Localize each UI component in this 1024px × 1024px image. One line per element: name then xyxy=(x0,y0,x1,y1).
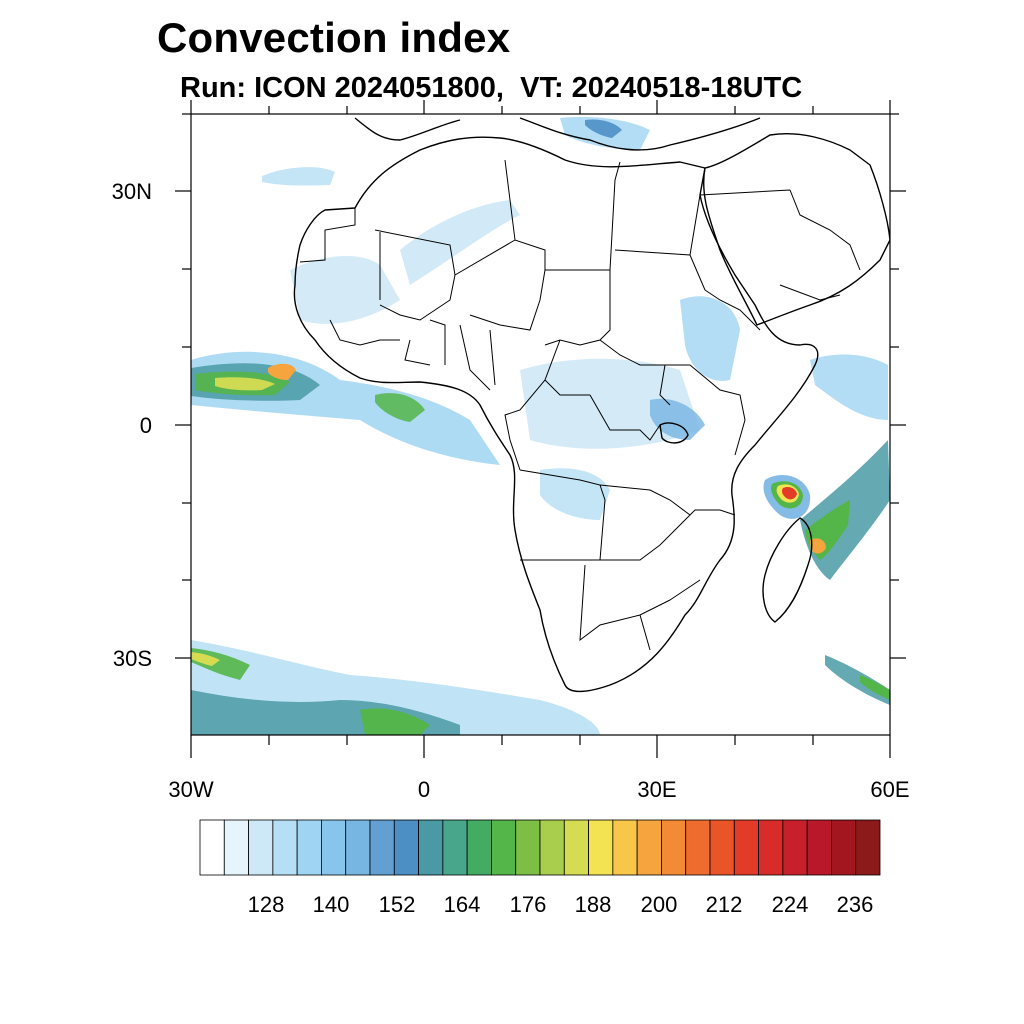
country-borders xyxy=(299,159,861,651)
lon-label-60e: 60E xyxy=(870,777,909,802)
lon-label-30w: 30W xyxy=(168,777,213,802)
field-congo xyxy=(540,468,610,520)
colorbar xyxy=(199,819,881,876)
colorbar-swatch xyxy=(831,819,857,876)
colorbar-label: 176 xyxy=(510,892,547,917)
colorbar-swatch xyxy=(442,819,468,876)
field-guinea-orange xyxy=(268,363,296,380)
colorbar-label: 200 xyxy=(641,892,678,917)
field-cyclone-red xyxy=(781,486,797,500)
lake-victoria xyxy=(659,422,689,444)
coastlines xyxy=(293,117,890,693)
colorbar-swatch xyxy=(733,819,759,876)
colorbar-label: 128 xyxy=(248,892,285,917)
colorbar-labels: 128 140 152 164 176 188 200 212 224 236 xyxy=(248,892,874,917)
colorbar-swatch xyxy=(393,819,419,876)
colorbar-swatch xyxy=(563,819,589,876)
colorbar-label: 140 xyxy=(313,892,350,917)
page-subtitle: Run: ICON 2024051800, VT: 20240518-18UTC xyxy=(180,72,803,104)
field-east-indian xyxy=(810,354,888,420)
convection-field xyxy=(191,116,890,735)
colorbar-swatch xyxy=(539,819,565,876)
colorbar-swatch xyxy=(612,819,638,876)
colorbar-swatch xyxy=(515,819,541,876)
colorbar-swatch xyxy=(855,819,881,876)
field-cyclone-tail-orange xyxy=(810,538,826,554)
field-south-indian xyxy=(825,655,890,705)
field-west-africa xyxy=(290,255,400,324)
field-south-atlantic-green xyxy=(360,708,430,735)
colorbar-label: 236 xyxy=(837,892,874,917)
colorbar-swatch xyxy=(709,819,735,876)
field-guinea-yellow xyxy=(215,377,275,391)
field-med-dark xyxy=(585,119,622,138)
field-south-indian-green xyxy=(860,675,890,700)
lon-label-30e: 30E xyxy=(637,777,676,802)
colorbar-swatch xyxy=(466,819,492,876)
colorbar-swatch xyxy=(223,819,249,876)
colorbar-swatch xyxy=(345,819,371,876)
colorbar-swatch xyxy=(418,819,444,876)
lat-label-0: 0 xyxy=(140,413,152,438)
colorbar-swatch xyxy=(588,819,614,876)
field-great-lakes xyxy=(650,398,705,440)
field-sahara-band xyxy=(400,200,520,285)
field-central-africa xyxy=(520,358,700,449)
colorbar-swatch xyxy=(491,819,517,876)
europe-coastline xyxy=(354,117,761,151)
page-title: Convection index xyxy=(157,14,511,61)
colorbar-swatch xyxy=(636,819,662,876)
colorbar-swatch xyxy=(758,819,784,876)
colorbar-swatch xyxy=(248,819,274,876)
colorbar-label: 152 xyxy=(379,892,416,917)
field-sw-yellow xyxy=(191,652,220,666)
field-guinea-east xyxy=(375,393,425,422)
colorbar-swatch xyxy=(199,819,225,876)
field-north-atlantic xyxy=(262,167,335,186)
arabia-coastline xyxy=(702,132,890,326)
lon-label-0: 0 xyxy=(418,777,430,802)
colorbar-label: 164 xyxy=(444,892,481,917)
colorbar-label: 188 xyxy=(575,892,612,917)
madagascar-coastline xyxy=(762,517,813,623)
africa-coastline xyxy=(293,136,819,693)
colorbar-swatch xyxy=(806,819,832,876)
colorbar-label: 224 xyxy=(772,892,809,917)
lat-label-30s: 30S xyxy=(113,646,152,671)
lat-label-30n: 30N xyxy=(112,179,152,204)
colorbar-swatch xyxy=(272,819,298,876)
axis-ticks xyxy=(175,100,906,758)
colorbar-swatch xyxy=(685,819,711,876)
colorbar-swatch xyxy=(782,819,808,876)
colorbar-swatch xyxy=(369,819,395,876)
colorbar-swatch xyxy=(321,819,347,876)
colorbar-swatch xyxy=(661,819,687,876)
colorbar-label: 212 xyxy=(706,892,743,917)
border-lines xyxy=(299,159,861,651)
field-ethiopia xyxy=(680,296,740,381)
colorbar-swatch xyxy=(296,819,322,876)
